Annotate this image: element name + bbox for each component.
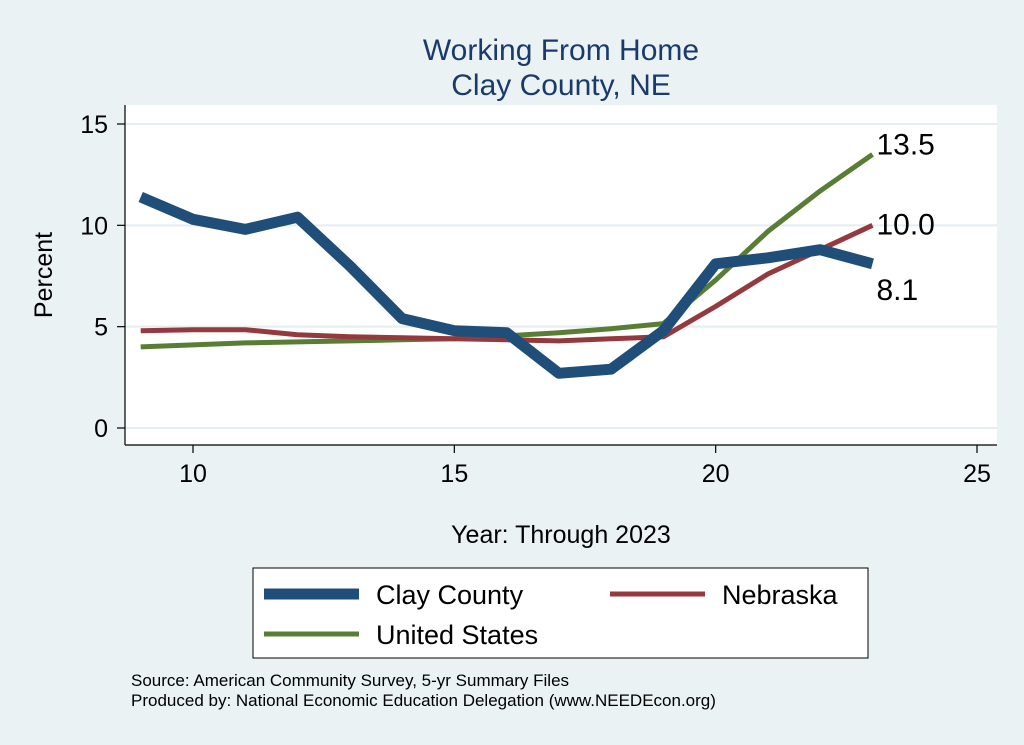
chart-subtitle: Clay County, NE [451, 69, 671, 102]
legend-label: United States [376, 620, 538, 650]
source-note: Source: American Community Survey, 5-yr … [131, 671, 716, 711]
source-line: Source: American Community Survey, 5-yr … [131, 671, 570, 690]
y-axis-label: Percent [30, 232, 58, 318]
legend-items: Clay County Nebraska United States [264, 580, 839, 650]
chart-title: Working From Home [423, 34, 699, 67]
end-label-united-states: 13.5 [876, 128, 934, 161]
x-tick-label: 20 [702, 460, 730, 488]
x-tick-label: 10 [179, 460, 207, 488]
end-label-clay-county: 8.1 [876, 274, 918, 307]
series-line-nebraska [140, 223, 874, 344]
end-label-nebraska: 10.0 [876, 208, 934, 241]
axis-ticks: 0 5 10 15 10 15 20 25 [80, 111, 991, 488]
x-tick-label: 15 [440, 460, 468, 488]
x-tick-label: 25 [963, 460, 991, 488]
y-tick-label: 0 [94, 415, 108, 443]
legend-box [252, 567, 869, 659]
plot-area [125, 105, 997, 445]
produced-by-line: Produced by: National Economic Education… [131, 691, 716, 710]
series-line-clay-county [138, 191, 874, 379]
end-labels: 8.1 10.0 13.5 [876, 128, 934, 306]
legend: Clay County Nebraska United States [252, 567, 869, 659]
x-axis-label: Year: Through 2023 [451, 521, 671, 549]
y-tick-label: 10 [80, 212, 108, 240]
legend-label: Clay County [376, 580, 524, 610]
series-lines [138, 152, 874, 379]
legend-label: Nebraska [722, 580, 839, 610]
y-tick-label: 5 [94, 314, 108, 342]
y-tick-label: 15 [80, 111, 108, 139]
